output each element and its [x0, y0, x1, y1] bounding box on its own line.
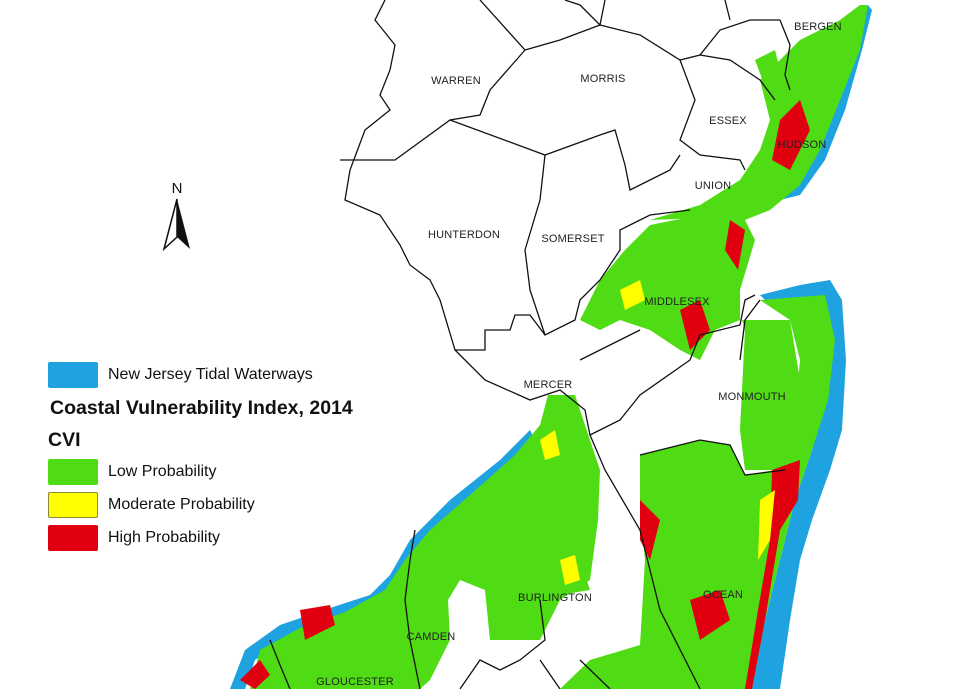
county-boundaries — [269, 0, 791, 689]
cvi-moderate-areas — [540, 280, 775, 585]
county-label-monmouth: MONMOUTH — [718, 391, 786, 403]
legend-label: Low Probability — [108, 462, 217, 480]
low-swatch — [48, 458, 98, 485]
legend-label: New Jersey Tidal Waterways — [108, 365, 313, 383]
legend-subtitle: CVI — [48, 429, 81, 451]
moderate-swatch — [48, 491, 98, 518]
county-label-union: UNION — [694, 180, 732, 192]
county-label-gloucester: GLOUCESTER — [316, 676, 394, 688]
county-label-morris: MORRIS — [580, 73, 626, 85]
county-label-somerset: SOMERSET — [541, 233, 605, 245]
county-label-mercer: MERCER — [523, 379, 573, 391]
legend-item-high: High Probability — [48, 521, 353, 554]
legend-title: Coastal Vulnerability Index, 2014 — [50, 397, 353, 419]
north-arrow: N — [162, 180, 192, 257]
legend-label: High Probability — [108, 528, 221, 546]
county-label-ocean: OCEAN — [702, 589, 744, 601]
legend-item-low: Low Probability — [48, 455, 353, 488]
county-label-hunterdon: HUNTERDON — [427, 229, 501, 241]
north-arrow-icon — [162, 198, 190, 252]
county-label-burlington: BURLINGTON — [518, 592, 592, 604]
legend-item-moderate: Moderate Probability — [48, 488, 353, 521]
county-label-middlesex: MIDDLESEX — [644, 296, 710, 308]
high-swatch — [48, 524, 98, 551]
legend: New Jersey Tidal Waterways Coastal Vulne… — [48, 358, 353, 554]
county-label-warren: WARREN — [431, 75, 481, 87]
county-label-camden: CAMDEN — [406, 631, 456, 643]
county-label-essex: ESSEX — [709, 115, 747, 127]
legend-item-waterways: New Jersey Tidal Waterways — [48, 358, 353, 391]
north-label: N — [171, 180, 183, 197]
county-label-hudson: HUDSON — [777, 139, 827, 151]
county-label-bergen: BERGEN — [794, 21, 842, 33]
legend-label: Moderate Probability — [108, 495, 255, 513]
waterways-swatch — [48, 361, 98, 388]
cvi-high-areas — [240, 100, 810, 689]
